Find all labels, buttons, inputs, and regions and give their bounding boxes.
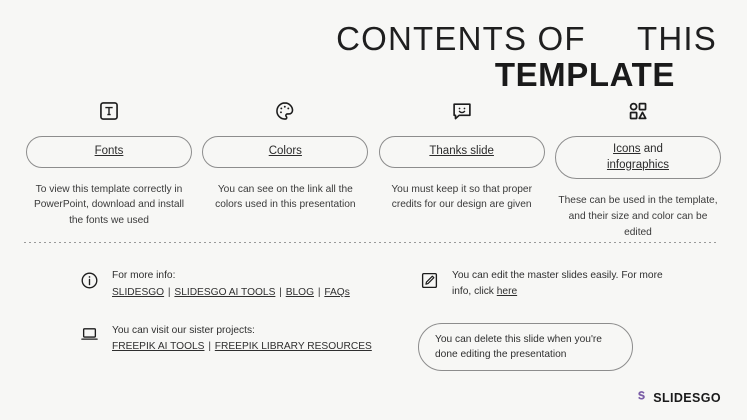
- link-separator: |: [165, 286, 174, 298]
- footer-row-1: For more info: SLIDESGO | SLIDESGO AI TO…: [78, 268, 678, 301]
- fonts-button[interactable]: Fonts: [26, 136, 192, 168]
- section-divider: [24, 242, 716, 243]
- contents-columns: Fonts To view this template correctly in…: [26, 96, 721, 240]
- page-title: CONTENTS OF THIS TEMPLATE: [336, 22, 717, 91]
- master-slides-block: You can edit the master slides easily. F…: [418, 268, 673, 300]
- smiley-speech-bubble-icon: [451, 96, 473, 126]
- link-separator: |: [205, 341, 214, 353]
- more-info-links: SLIDESGO | SLIDESGO AI TOOLS | BLOG | FA…: [112, 285, 350, 301]
- link-slidesgo-ai-tools[interactable]: SLIDESGO AI TOOLS: [174, 286, 276, 298]
- slidesgo-s-mark-icon: [635, 389, 648, 407]
- content-column-fonts: Fonts To view this template correctly in…: [26, 96, 192, 240]
- icons-infographics-button-label: Icons and infographics: [606, 143, 669, 171]
- colors-button-label: Colors: [268, 145, 302, 157]
- icons-infographics-button[interactable]: Icons and infographics: [554, 136, 721, 180]
- title-line-2: TEMPLATE: [494, 56, 675, 93]
- master-slides-text: You can edit the master slides easily. F…: [452, 268, 673, 300]
- master-slides-lead: You can edit the master slides easily. F…: [452, 270, 663, 297]
- more-info-lead: For more info:: [112, 270, 176, 281]
- edit-square-icon: [418, 269, 440, 291]
- content-column-icons-infographics: Icons and infographics These can be used…: [554, 96, 721, 240]
- colors-button[interactable]: Colors: [202, 136, 369, 168]
- sister-projects-links: FREEPIK AI TOOLS | FREEPIK LIBRARY RESOU…: [112, 339, 372, 355]
- shapes-grid-icon: [627, 96, 649, 126]
- link-separator: |: [315, 286, 324, 298]
- footer-info-grid: For more info: SLIDESGO | SLIDESGO AI TO…: [78, 268, 678, 393]
- delete-slide-notice: You can delete this slide when you're do…: [418, 322, 633, 372]
- thanks-slide-button[interactable]: Thanks slide: [378, 136, 545, 168]
- content-column-thanks-slide: Thanks slide You must keep it so that pr…: [378, 96, 545, 240]
- fonts-button-label: Fonts: [94, 145, 124, 157]
- sister-projects-text: You can visit our sister projects: FREEP…: [112, 323, 372, 356]
- sister-projects-lead: You can visit our sister projects:: [112, 324, 255, 336]
- link-faqs[interactable]: FAQs: [324, 286, 350, 298]
- more-info-block: For more info: SLIDESGO | SLIDESGO AI TO…: [78, 268, 418, 301]
- fonts-description: To view this template correctly in Power…: [33, 183, 185, 227]
- text-box-icon: [98, 96, 120, 126]
- palette-icon: [274, 96, 296, 126]
- link-slidesgo[interactable]: SLIDESGO: [112, 286, 165, 298]
- icons-infographics-description: These can be used in the template, and t…: [558, 195, 718, 238]
- slidesgo-logo: SLIDESGO: [635, 389, 721, 407]
- link-freepik-library-resources[interactable]: FREEPIK LIBRARY RESOURCES: [214, 341, 372, 353]
- link-here[interactable]: here: [496, 285, 518, 297]
- slidesgo-logo-text: SLIDESGO: [653, 391, 721, 405]
- title-line-1: CONTENTS OF THIS: [336, 20, 717, 57]
- link-separator: |: [276, 286, 285, 298]
- content-column-colors: Colors You can see on the link all the c…: [202, 96, 369, 240]
- delete-notice-block: You can delete this slide when you're do…: [418, 322, 673, 372]
- laptop-icon: [78, 324, 100, 346]
- colors-description: You can see on the link all the colors u…: [215, 183, 356, 211]
- sister-projects-block: You can visit our sister projects: FREEP…: [78, 323, 418, 356]
- thanks-slide-description: You must keep it so that proper credits …: [391, 183, 532, 211]
- link-blog[interactable]: BLOG: [285, 286, 315, 298]
- link-freepik-ai-tools[interactable]: FREEPIK AI TOOLS: [112, 341, 205, 353]
- info-circle-icon: [78, 269, 100, 291]
- more-info-text: For more info: SLIDESGO | SLIDESGO AI TO…: [112, 268, 350, 301]
- footer-row-2: You can visit our sister projects: FREEP…: [78, 322, 678, 372]
- thanks-slide-button-label: Thanks slide: [429, 145, 494, 157]
